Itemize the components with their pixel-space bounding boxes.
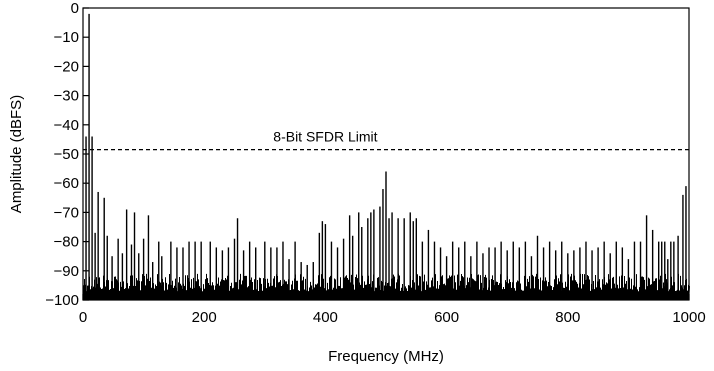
y-tick-label: −80 <box>54 234 79 251</box>
x-axis-title: Frequency (MHz) <box>328 348 444 365</box>
y-tick-label: −50 <box>54 146 79 163</box>
x-tick-label: 200 <box>192 309 217 326</box>
y-tick-label: −10 <box>54 29 79 46</box>
x-tick-label: 600 <box>434 309 459 326</box>
y-tick-label: −70 <box>54 204 79 221</box>
sfdr-limit-label: 8-Bit SFDR Limit <box>273 129 377 145</box>
y-tick-label: 0 <box>71 0 79 17</box>
y-tick-label: −20 <box>54 58 79 75</box>
y-tick-label: −40 <box>54 117 79 134</box>
x-tick-label: 0 <box>79 309 87 326</box>
spur-bars <box>85 13 687 300</box>
y-tick-label: −60 <box>54 175 79 192</box>
x-tick-label: 1000 <box>672 309 705 326</box>
x-axis: 0 200 400 600 800 1000 <box>79 294 706 326</box>
y-axis: 0 −10 −20 −30 −40 −50 −60 −70 −80 −90 −100 <box>45 0 89 309</box>
y-tick-label: −100 <box>45 292 79 309</box>
x-tick-label: 400 <box>313 309 338 326</box>
y-tick-label: −90 <box>54 263 79 280</box>
y-tick-label: −30 <box>54 88 79 105</box>
y-axis-title: Amplitude (dBFS) <box>8 95 25 213</box>
x-tick-label: 800 <box>555 309 580 326</box>
